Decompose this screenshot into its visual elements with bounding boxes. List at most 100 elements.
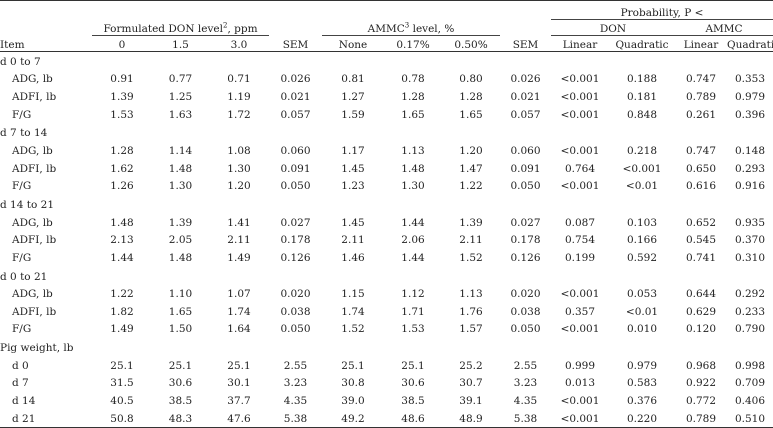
table-cell: 0.166 <box>626 234 658 247</box>
table-cell: 0.916 <box>734 180 766 193</box>
table-cell: 0.199 <box>564 251 596 264</box>
table-cell: 0.021 <box>280 91 311 104</box>
table-cell: 1.64 <box>227 323 251 336</box>
table-cell: 0.050 <box>510 323 541 336</box>
ammc-level-0: None <box>322 35 384 52</box>
table-row: ADFI, lb 1.82 1.65 1.74 0.038 1.74 1.71 1.76 0.0… <box>0 303 773 321</box>
table-cell: 1.22 <box>459 180 483 193</box>
table-cell: 1.49 <box>110 323 134 336</box>
table-cell: 0.789 <box>675 409 727 428</box>
table-cell: <0.001 <box>560 91 600 104</box>
table-cell: 30.6 <box>168 377 193 390</box>
table-cell: 1.48 <box>168 162 193 175</box>
table-cell: 0.968 <box>685 359 717 372</box>
sem-header: SEM <box>269 35 322 52</box>
table-cell: 1.30 <box>401 180 425 193</box>
table-cell: <0.01 <box>625 305 659 318</box>
table-cell: 1.44 <box>110 251 134 264</box>
row-item-label: F/G <box>12 180 32 193</box>
table-cell: 1.71 <box>401 305 425 318</box>
table-cell: 0.77 <box>168 73 193 86</box>
table-cell: 1.48 <box>110 216 134 229</box>
table-cell: 0.053 <box>626 288 658 301</box>
p-don-linear: Linear <box>551 35 609 52</box>
row-item-label: ADFI, lb <box>12 162 57 175</box>
table-cell: <0.001 <box>560 73 600 86</box>
table-cell: 0.026 <box>510 73 541 86</box>
probability-header: Probability, P < <box>551 0 773 20</box>
section-header-row: d 0 to 21 <box>0 267 773 286</box>
table-cell: 0.292 <box>734 288 766 301</box>
table-cell: 0.310 <box>734 251 766 264</box>
table-cell: 0.709 <box>734 377 766 390</box>
table-cell: 0.922 <box>685 377 717 390</box>
table-cell: 0.178 <box>510 234 541 247</box>
table-cell: 0.376 <box>626 394 658 407</box>
table-cell: 39.1 <box>459 394 483 407</box>
table-cell: 25.2 <box>459 359 483 372</box>
table-cell: 1.10 <box>168 288 193 301</box>
table-cell: 3.23 <box>513 377 538 390</box>
table-cell: 2.06 <box>401 234 425 247</box>
table-cell: 0.78 <box>401 73 425 86</box>
table-cell: 0.293 <box>734 162 766 175</box>
table-row: ADFI, lb 1.62 1.48 1.30 0.091 1.45 1.48 1.47 0.0… <box>0 160 773 178</box>
table-cell: 0.747 <box>685 145 717 158</box>
table-cell: 1.47 <box>459 162 483 175</box>
table-cell: 0.772 <box>685 394 717 407</box>
table-cell: 5.38 <box>500 409 551 428</box>
table-row: d 14 40.5 38.5 37.7 4.35 39.0 38.5 39.1 4.35 <0.0… <box>0 392 773 410</box>
table-cell: <0.01 <box>625 180 659 193</box>
section-header-row: Pig weight, lb <box>0 338 773 357</box>
table-cell: 1.52 <box>459 251 483 264</box>
table-cell: 25.1 <box>227 359 251 372</box>
table-cell: 1.25 <box>168 91 193 104</box>
table-cell: 1.65 <box>459 108 483 121</box>
table-cell: 38.5 <box>401 394 425 407</box>
table-cell: 1.20 <box>227 180 251 193</box>
table-cell: 30.6 <box>401 377 425 390</box>
table-cell: 0.148 <box>734 145 766 158</box>
sem-header-2: SEM <box>500 35 551 52</box>
row-item-label: d 14 <box>12 394 36 407</box>
table-cell: 1.49 <box>227 251 251 264</box>
table-cell: 0.353 <box>734 73 766 86</box>
table-cell: 0.848 <box>626 108 658 121</box>
table-cell: 4.35 <box>283 394 308 407</box>
table-cell: 0.060 <box>510 145 541 158</box>
table-row: d 21 50.8 48.3 47.6 5.38 49.2 48.6 48.9 5.38 <0.0… <box>0 409 773 428</box>
section-header-row: d 14 to 21 <box>0 195 773 214</box>
p-don-quadratic: Quadratic <box>609 35 675 52</box>
table-cell: 1.65 <box>401 108 425 121</box>
table-cell: 1.45 <box>341 216 365 229</box>
table-cell: 0.010 <box>626 323 658 336</box>
table-cell: <0.001 <box>560 323 600 336</box>
p-don-header: DON <box>551 19 675 36</box>
row-item-label: F/G <box>12 108 32 121</box>
table-cell: 0.027 <box>510 216 541 229</box>
table-cell: 1.72 <box>227 108 251 121</box>
table-cell: 2.11 <box>341 234 365 247</box>
table-cell: 0.790 <box>734 323 766 336</box>
table-cell: 0.629 <box>685 305 717 318</box>
table-cell: 1.82 <box>110 305 134 318</box>
table-cell: 1.39 <box>168 216 193 229</box>
p-ammc-linear: Linear <box>675 35 727 52</box>
table-cell: 1.23 <box>341 180 365 193</box>
row-item-label: ADG, lb <box>12 145 53 158</box>
table-cell: 1.44 <box>401 251 425 264</box>
table-cell: 0.935 <box>734 216 766 229</box>
table-cell: 48.9 <box>442 409 500 428</box>
table-cell: 1.74 <box>341 305 365 318</box>
table-cell: 0.020 <box>510 288 541 301</box>
table-cell: 0.583 <box>626 377 658 390</box>
table-cell: 0.091 <box>280 162 311 175</box>
table-cell: 30.7 <box>459 377 483 390</box>
table-cell: 31.5 <box>110 377 134 390</box>
section-header-row: d 0 to 7 <box>0 52 773 71</box>
table-cell: 0.91 <box>110 73 134 86</box>
table-cell: 0.592 <box>626 251 658 264</box>
section-title: Pig weight, lb <box>0 342 74 355</box>
table-cell: 1.08 <box>227 145 251 158</box>
